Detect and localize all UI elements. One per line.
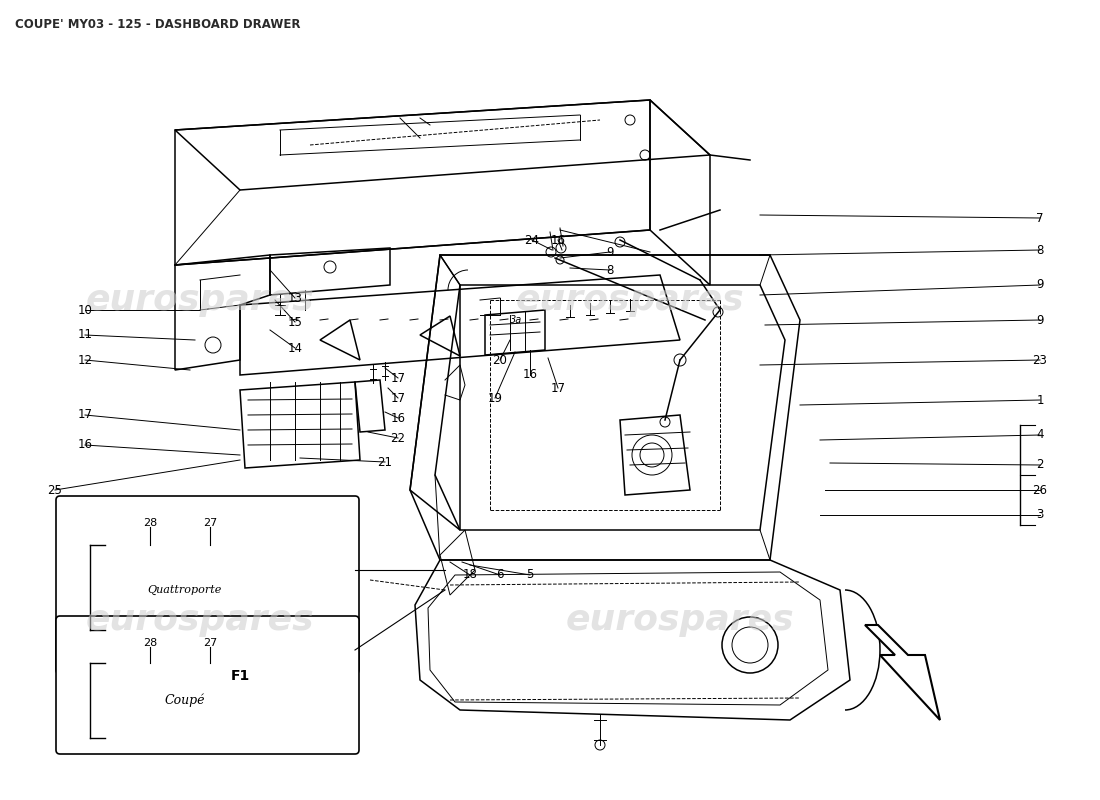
Text: 4: 4 <box>1036 429 1044 442</box>
Text: 3: 3 <box>1036 509 1044 522</box>
Text: 27: 27 <box>202 638 217 648</box>
FancyBboxPatch shape <box>56 616 359 754</box>
Text: eurospares: eurospares <box>86 283 315 317</box>
Text: 13: 13 <box>287 291 303 305</box>
Text: 17: 17 <box>390 391 406 405</box>
Text: 2: 2 <box>1036 458 1044 471</box>
Text: Coupé: Coupé <box>165 694 206 706</box>
Text: Quattroporte: Quattroporte <box>147 585 222 595</box>
Text: 9: 9 <box>1036 314 1044 326</box>
Text: 9: 9 <box>606 246 614 258</box>
Text: 17: 17 <box>390 371 406 385</box>
Text: 14: 14 <box>287 342 303 354</box>
Text: F1: F1 <box>230 669 250 683</box>
Text: 24: 24 <box>525 234 539 246</box>
Text: 17: 17 <box>77 409 92 422</box>
Text: 28: 28 <box>143 518 157 528</box>
Text: eurospares: eurospares <box>86 603 315 637</box>
Text: 28: 28 <box>143 638 157 648</box>
Text: 16: 16 <box>390 411 406 425</box>
Text: 27: 27 <box>202 518 217 528</box>
Text: 11: 11 <box>77 329 92 342</box>
Text: eurospares: eurospares <box>565 603 794 637</box>
Text: 16: 16 <box>550 234 565 246</box>
Text: 20: 20 <box>493 354 507 366</box>
Text: 16: 16 <box>77 438 92 451</box>
Text: 23: 23 <box>1033 354 1047 366</box>
Text: 7: 7 <box>1036 211 1044 225</box>
Text: 17: 17 <box>550 382 565 394</box>
Text: 22: 22 <box>390 431 406 445</box>
Text: 1: 1 <box>1036 394 1044 406</box>
Text: 18: 18 <box>463 569 477 582</box>
Text: 19: 19 <box>487 391 503 405</box>
Polygon shape <box>865 625 940 720</box>
Text: 9: 9 <box>1036 278 1044 291</box>
Text: 8: 8 <box>1036 243 1044 257</box>
Text: 5: 5 <box>526 569 534 582</box>
Text: 6: 6 <box>496 569 504 582</box>
Text: 15: 15 <box>287 315 303 329</box>
Text: COUPE' MY03 - 125 - DASHBOARD DRAWER: COUPE' MY03 - 125 - DASHBOARD DRAWER <box>15 18 300 31</box>
Text: 12: 12 <box>77 354 92 366</box>
FancyBboxPatch shape <box>56 496 359 674</box>
Text: 21: 21 <box>377 455 393 469</box>
Text: 8: 8 <box>606 263 614 277</box>
Text: 26: 26 <box>1033 483 1047 497</box>
Text: 3a: 3a <box>510 315 522 325</box>
Text: 10: 10 <box>78 303 92 317</box>
Text: 25: 25 <box>47 483 63 497</box>
Text: 16: 16 <box>522 369 538 382</box>
Text: eurospares: eurospares <box>516 283 745 317</box>
